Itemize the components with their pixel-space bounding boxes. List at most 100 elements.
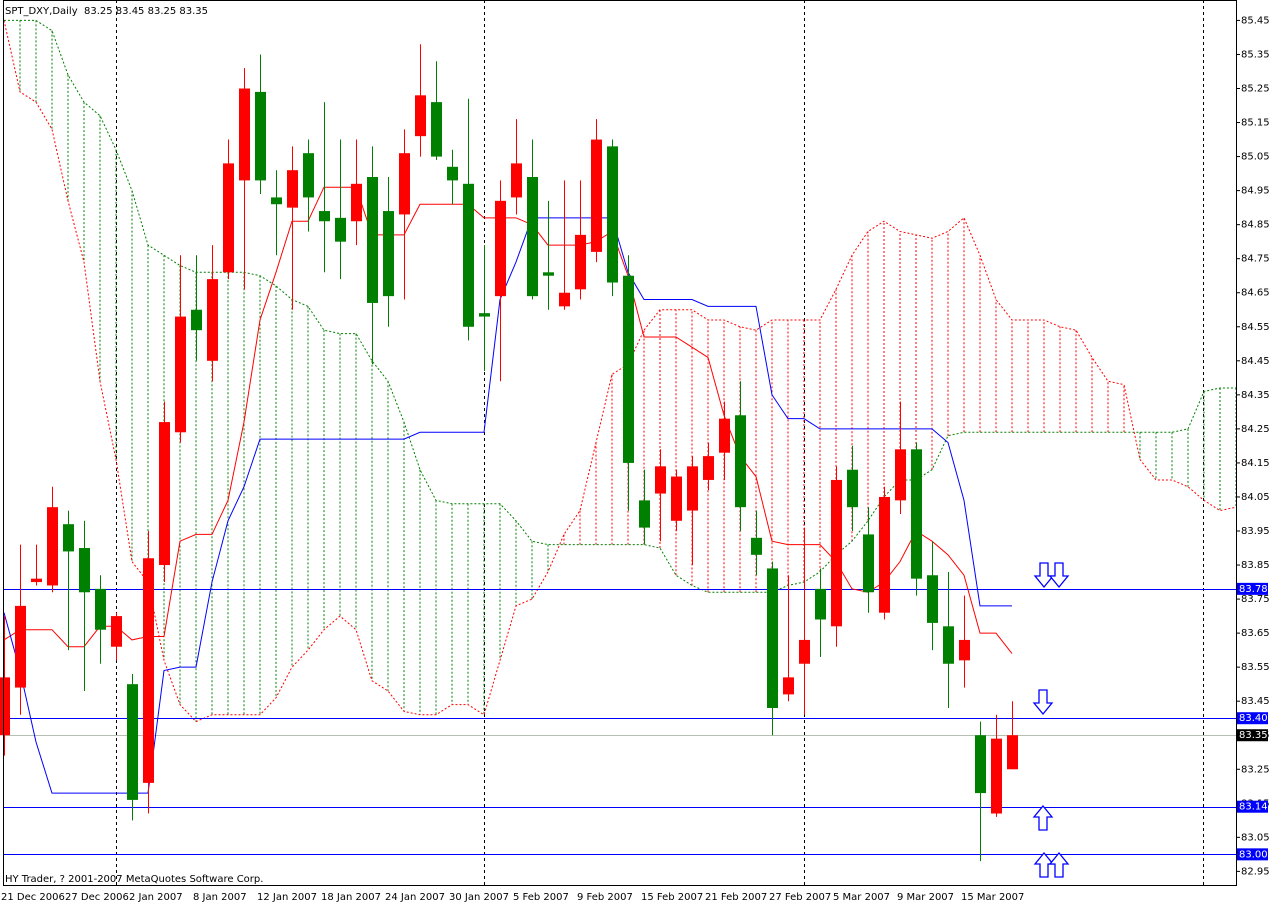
candle-body	[335, 217, 346, 242]
level-label: 83.40	[1239, 713, 1268, 724]
candle-body	[207, 279, 218, 361]
candle-body	[511, 163, 522, 198]
candle-body	[735, 415, 746, 508]
candle-body	[671, 476, 682, 521]
y-tick-label: 85.25	[1241, 84, 1270, 95]
x-tick-label: 21 Feb 2007	[705, 892, 767, 903]
footer: HY Trader, ? 2001-2007 MetaQuotes Softwa…	[5, 874, 263, 885]
y-tick-label: 84.65	[1241, 288, 1270, 299]
y-tick-label: 85.45	[1241, 15, 1270, 26]
candle-body	[767, 568, 778, 708]
chart-title: SPT_DXY,Daily 83.25 83.45 83.25 83.35	[5, 6, 208, 17]
x-tick-label: 9 Feb 2007	[577, 892, 633, 903]
candle-body	[287, 170, 298, 208]
x-tick-label: 2 Jan 2007	[129, 892, 183, 903]
candle-body	[639, 500, 650, 528]
y-tick-label: 84.55	[1241, 322, 1270, 333]
candle-body	[719, 418, 730, 453]
candle-body	[95, 588, 106, 630]
candle-body	[495, 200, 506, 297]
candle-body	[111, 616, 122, 647]
candle-body	[223, 163, 234, 273]
down-arrow	[1032, 689, 1054, 716]
candle-body	[255, 91, 266, 181]
senkou-span	[3, 20, 1237, 723]
candle-body	[1007, 735, 1018, 770]
y-tick-label: 84.05	[1241, 492, 1270, 503]
y-tick-label: 82.95	[1241, 866, 1270, 877]
candle-body	[559, 292, 570, 307]
candle-body	[959, 639, 970, 661]
candle-body	[415, 95, 426, 137]
candle-body	[751, 537, 762, 555]
x-tick-label: 9 Mar 2007	[897, 892, 954, 903]
candle-body	[879, 496, 890, 613]
y-tick-label: 83.05	[1241, 832, 1270, 843]
level-label: 83.14	[1239, 802, 1268, 813]
down-arrow	[1048, 562, 1070, 589]
level-label-box	[1237, 582, 1268, 595]
candle-body	[623, 275, 634, 463]
candle-body	[271, 197, 282, 205]
candle-body	[127, 684, 138, 800]
y-tick-label: 84.15	[1241, 458, 1270, 469]
candle-body	[431, 102, 442, 157]
y-tick-label: 84.75	[1241, 254, 1270, 265]
x-tick-label: 27 Dec 2006	[65, 892, 129, 903]
kijun-line	[3, 217, 1012, 794]
y-tick-label: 84.25	[1241, 424, 1270, 435]
candle-body	[543, 272, 554, 276]
y-tick-label: 83.45	[1241, 696, 1270, 707]
candle-body	[655, 466, 666, 494]
x-tick-label: 18 Jan 2007	[321, 892, 381, 903]
up-arrow	[1032, 804, 1054, 831]
y-tick-label: 85.35	[1241, 49, 1270, 60]
candle-body	[591, 139, 602, 252]
candle-body	[527, 177, 538, 297]
candle-body	[991, 738, 1002, 814]
candle-body	[975, 735, 986, 794]
candle-body	[79, 548, 90, 593]
level-label: 83.00	[1239, 849, 1268, 860]
candle-body	[687, 466, 698, 511]
candle-body	[15, 605, 26, 688]
plot-frame	[3, 0, 1237, 886]
plot	[0, 19, 1237, 862]
y-tick-label: 83.75	[1241, 594, 1270, 605]
candle-body	[399, 153, 410, 215]
x-tick-label: 5 Feb 2007	[513, 892, 569, 903]
candle-body	[703, 456, 714, 480]
candle-body	[239, 88, 250, 181]
signal-arrows	[1032, 562, 1070, 878]
y-tick-label: 83.65	[1241, 628, 1270, 639]
candle-body	[831, 479, 842, 627]
y-tick-label: 85.15	[1241, 118, 1270, 129]
x-tick-label: 30 Jan 2007	[449, 892, 509, 903]
level-label-box	[1237, 800, 1268, 813]
x-tick-label: 5 Mar 2007	[833, 892, 890, 903]
candle-body	[927, 575, 938, 623]
candle-body	[31, 578, 42, 583]
price-label: 83.35	[1239, 730, 1268, 741]
y-tick-label: 83.85	[1241, 560, 1270, 571]
tenkan-line	[3, 186, 1013, 654]
candle-body	[943, 626, 954, 664]
level-label-box	[1237, 712, 1268, 725]
candle-body	[463, 183, 474, 327]
x-tick-label: 15 Feb 2007	[641, 892, 703, 903]
candle-body	[367, 177, 378, 303]
candle-body	[351, 183, 362, 222]
x-tick-label: 12 Jan 2007	[257, 892, 317, 903]
x-tick-label: 24 Jan 2007	[385, 892, 445, 903]
candle-body	[799, 639, 810, 664]
candle-body	[47, 507, 58, 586]
candle-body	[383, 211, 394, 297]
candle-body	[63, 524, 74, 552]
y-tick-label: 83.25	[1241, 764, 1270, 775]
candle-body	[911, 449, 922, 579]
candle-body	[607, 146, 618, 283]
y-tick-label: 84.95	[1241, 186, 1270, 197]
candle-body	[159, 422, 170, 566]
candle-body	[895, 449, 906, 501]
